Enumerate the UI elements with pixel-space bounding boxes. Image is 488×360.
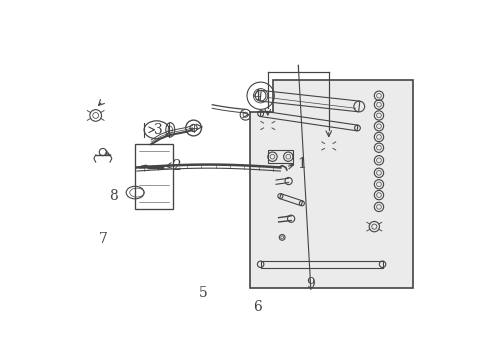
Text: 2: 2 — [172, 159, 181, 173]
Text: 8: 8 — [109, 189, 118, 203]
Text: 5: 5 — [199, 286, 207, 300]
Bar — [267, 150, 292, 163]
Text: 3: 3 — [154, 123, 163, 137]
Text: 1: 1 — [297, 157, 305, 171]
Text: 4: 4 — [252, 89, 261, 103]
Text: 7: 7 — [98, 232, 107, 246]
Bar — [135, 144, 172, 209]
Text: 9: 9 — [306, 277, 315, 291]
Polygon shape — [249, 80, 412, 288]
Text: 6: 6 — [252, 300, 261, 314]
